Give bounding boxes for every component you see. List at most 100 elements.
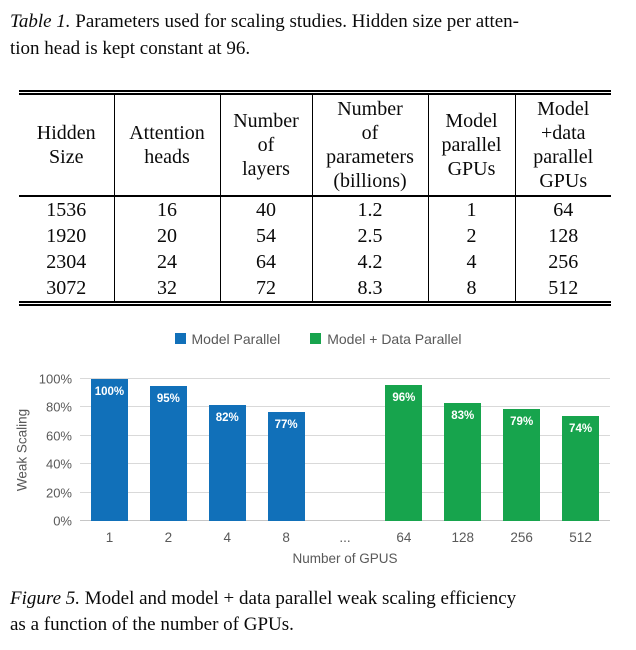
figure-caption-label: Figure 5. bbox=[10, 588, 81, 609]
table-caption-label: Table 1. bbox=[10, 11, 71, 32]
table-header-cell: Number of layers bbox=[219, 92, 312, 196]
table-cell: 2 bbox=[427, 223, 515, 249]
x-tick-labels: 1 2 4 8... 64 128 256 512 bbox=[80, 530, 610, 547]
x-axis-title: Number of GPUS bbox=[292, 551, 398, 566]
table-cell: 64 bbox=[219, 249, 312, 275]
y-tick-labels: 0% 20% 40% 60% 80% 100% bbox=[34, 373, 80, 528]
x-tick-label: 1 bbox=[105, 530, 114, 545]
legend-label: Model Parallel bbox=[191, 330, 281, 347]
bar-value-label: 96% bbox=[392, 391, 416, 404]
bar-value-label: 83% bbox=[451, 410, 475, 423]
bar-slot: 74% bbox=[551, 379, 610, 521]
y-axis-title: Weak Scaling bbox=[14, 408, 30, 492]
table-cell: 1.2 bbox=[311, 196, 428, 223]
figure-caption-text: Model and model + data parallel weak sca… bbox=[10, 588, 517, 635]
table-header-cell: Model +data parallel GPUs bbox=[514, 92, 611, 196]
x-tick-label: ... bbox=[339, 530, 351, 545]
bar-slot: 82% bbox=[198, 379, 257, 521]
bar: 96% bbox=[385, 384, 423, 521]
gridline bbox=[80, 378, 610, 379]
table-cell: 128 bbox=[514, 223, 611, 249]
x-tick-label: 8 bbox=[282, 530, 290, 545]
chart-legend: Model Parallel Model + Data Parallel bbox=[10, 330, 626, 347]
legend-item: Model Parallel bbox=[174, 330, 281, 347]
legend-label: Model + Data Parallel bbox=[327, 330, 462, 347]
gridline bbox=[80, 520, 610, 521]
table-row: 1536 16 40 1.2 1 64 bbox=[19, 196, 611, 223]
gridline bbox=[80, 463, 610, 465]
y-tick-label: 40% bbox=[45, 456, 72, 472]
bar: 77% bbox=[267, 411, 305, 521]
legend-swatch-icon bbox=[310, 333, 322, 344]
table-cell: 1536 bbox=[46, 199, 87, 221]
table-cell: 24 bbox=[113, 249, 220, 275]
bar: 100% bbox=[90, 379, 128, 521]
bar: 95% bbox=[149, 386, 187, 521]
table-cell: 4 bbox=[427, 249, 515, 275]
table-cell: 4.2 bbox=[311, 249, 428, 275]
legend-item: Model + Data Parallel bbox=[310, 331, 461, 347]
table-row: 3072 32 72 8.3 8 512 bbox=[19, 275, 611, 304]
bar: 83% bbox=[444, 403, 482, 521]
y-tick-label: 100% bbox=[38, 371, 72, 387]
bar-value-label: 82% bbox=[215, 411, 239, 424]
bar-slot: 96% bbox=[374, 379, 433, 521]
x-tick-label: 256 bbox=[510, 530, 533, 545]
bar-slot: 100% bbox=[80, 379, 139, 521]
x-tick-label: 2 bbox=[164, 530, 173, 545]
table-row: 1920 20 54 2.5 2 128 bbox=[19, 223, 611, 249]
table-cell: 2.5 bbox=[311, 223, 428, 249]
y-tick-label: 0% bbox=[53, 513, 72, 529]
bar-value-label: 100% bbox=[94, 386, 125, 398]
table-cell: 54 bbox=[219, 223, 312, 249]
bar-value-label: 79% bbox=[510, 415, 534, 428]
x-tick-label: 4 bbox=[223, 530, 231, 545]
bar-slot: 77% bbox=[257, 379, 316, 521]
table-cell: 2304 bbox=[46, 251, 87, 273]
table-cell: 16 bbox=[113, 196, 220, 223]
table-header-cell: Attention heads bbox=[113, 92, 220, 196]
table-cell: 1920 bbox=[46, 225, 87, 247]
table-cell: 64 bbox=[514, 196, 611, 223]
table-caption-text: Parameters used for scaling studies. Hid… bbox=[10, 11, 520, 59]
bar-slot: 83% bbox=[433, 379, 492, 521]
table-cell: 512 bbox=[514, 275, 611, 304]
x-tick-label: 128 bbox=[451, 530, 475, 545]
bar: 74% bbox=[562, 415, 600, 521]
table-cell: 8 bbox=[427, 275, 515, 304]
table-body: 1536 16 40 1.2 1 64 1920 20 54 2.5 2 128 2304 24 64 4.2… bbox=[19, 196, 611, 304]
y-tick-label: 20% bbox=[45, 485, 72, 501]
y-tick-label: 60% bbox=[45, 428, 72, 444]
figure-caption: Figure 5. Model and model + data paralle… bbox=[10, 586, 626, 638]
table-cell: 1 bbox=[427, 196, 515, 223]
weak-scaling-chart: Model Parallel Model + Data Parallel Weak… bbox=[10, 330, 626, 566]
bar-value-label: 77% bbox=[274, 418, 298, 431]
bar-value-label: 95% bbox=[156, 393, 180, 406]
legend-swatch-icon bbox=[174, 333, 186, 344]
gridline bbox=[80, 406, 610, 408]
table-row: 2304 24 64 4.2 4 256 bbox=[19, 249, 611, 275]
y-axis-title-box: Weak Scaling bbox=[10, 379, 34, 521]
bar: 79% bbox=[503, 408, 541, 521]
plot-area: 100% 95% 82% 77% 96% 83% 79% 74% bbox=[80, 378, 610, 521]
bar-value-label: 74% bbox=[569, 422, 593, 435]
table-header-cell: Number of parameters (billions) bbox=[311, 92, 428, 196]
table-cell: 20 bbox=[113, 223, 220, 249]
parameters-table: Hidden Size Attention heads Number of laye… bbox=[19, 90, 611, 306]
table-header-row: Hidden Size Attention heads Number of laye… bbox=[19, 92, 611, 196]
y-tick-label: 80% bbox=[45, 399, 72, 415]
table-cell: 3072 bbox=[46, 277, 87, 299]
bar-slot: 79% bbox=[492, 379, 551, 521]
bar-slot: 95% bbox=[139, 379, 198, 521]
table-caption: Table 1. Parameters used for scaling stu… bbox=[10, 8, 626, 62]
table-cell: 40 bbox=[219, 196, 312, 223]
table-header-cell: Hidden Size bbox=[36, 122, 96, 168]
table-cell: 32 bbox=[113, 275, 220, 304]
table-cell: 256 bbox=[514, 249, 611, 275]
gridline bbox=[80, 491, 610, 493]
table-header-cell: Model parallel GPUs bbox=[427, 92, 515, 196]
x-tick-label: 64 bbox=[396, 530, 412, 545]
plot-row: Weak Scaling 0% 20% 40% 60% 80% 100% 100% 95% 8… bbox=[10, 373, 626, 528]
bar: 82% bbox=[208, 404, 246, 521]
